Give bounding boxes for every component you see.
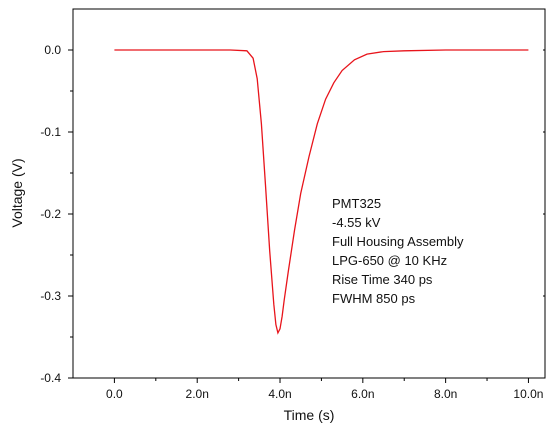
x-tick-label: 10.0n [513, 387, 543, 401]
x-tick-label: 6.0n [351, 387, 374, 401]
annotation-line: LPG-650 @ 10 KHz [332, 253, 447, 268]
y-tick-label: -0.3 [40, 289, 61, 303]
annotation-line: Full Housing Assembly [332, 234, 464, 249]
x-tick-label: 4.0n [268, 387, 291, 401]
x-tick-label: 0.0 [106, 387, 123, 401]
tick-labels: 0.0 2.0n 4.0n 6.0n 8.0n 10.0n 0.0 -0.1 -0.2 -0.3 -… [40, 43, 543, 401]
series-line [114, 49, 529, 335]
x-tick-label: 8.0n [434, 387, 457, 401]
x-axis-title: Time (s) [284, 407, 335, 423]
annotation-line: PMT325 [332, 196, 381, 211]
y-tick-label: -0.4 [40, 371, 61, 385]
annotation-line: -4.55 kV [332, 215, 381, 230]
y-tick-label: -0.1 [40, 125, 61, 139]
plot-frame [72, 8, 546, 379]
annotation-line: FWHM 850 ps [332, 291, 416, 306]
y-axis-title: Voltage (V) [9, 158, 25, 227]
y-tick-label: 0.0 [44, 43, 61, 57]
x-tick-label: 2.0n [186, 387, 209, 401]
axis-ticks [68, 49, 545, 383]
y-tick-label: -0.2 [40, 207, 61, 221]
annotation-block: PMT325 -4.55 kV Full Housing Assembly LP… [332, 196, 464, 306]
annotation-line: Rise Time 340 ps [332, 272, 433, 287]
